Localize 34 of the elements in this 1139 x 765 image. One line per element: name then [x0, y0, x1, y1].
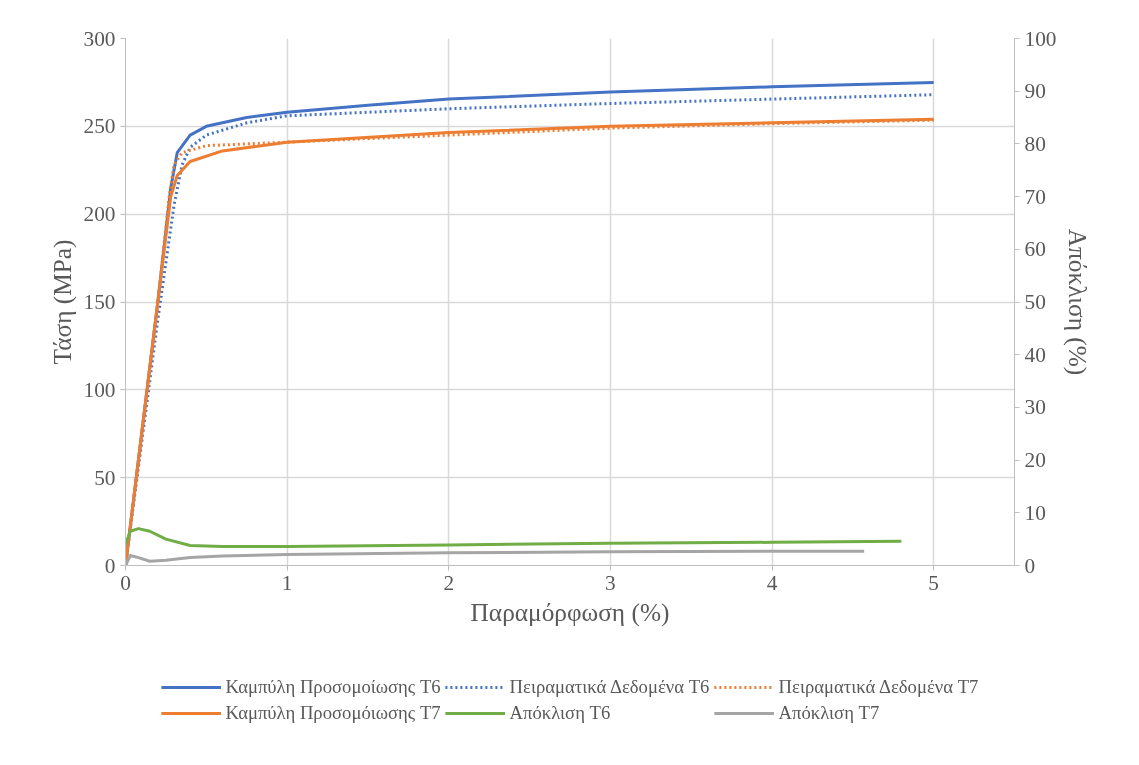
y2-tick-label: 20	[1024, 448, 1046, 473]
y-axis-title: Τάση (MPa)	[47, 239, 77, 365]
legend-label: Απόκλιση T6	[509, 702, 612, 724]
x-tick-label: 1	[281, 570, 293, 595]
legend-label: Καμπύλη Προσομοίωσης T6	[225, 676, 441, 698]
legend-label: Πειραματικά Δεδομένα T7	[778, 676, 979, 698]
y2-tick-label: 40	[1024, 342, 1046, 367]
y-tick-label: 250	[83, 114, 116, 139]
x-axis-title: Παραμόρφωση (%)	[470, 597, 670, 627]
x-tick-label: 3	[605, 570, 616, 595]
x-tick-label: 2	[443, 570, 455, 595]
y2-tick-label: 70	[1024, 184, 1046, 209]
x-tick-label: 4	[766, 570, 778, 595]
y-tick-label: 0	[104, 553, 116, 578]
legend-label: Απόκλιση T7	[778, 702, 881, 724]
y2-tick-label: 60	[1024, 237, 1046, 262]
y2-tick-label: 80	[1024, 131, 1046, 156]
legend-label: Πειραματικά Δεδομένα T6	[509, 676, 710, 698]
y-tick-label: 200	[83, 202, 116, 227]
y2-axis-title: Απόκλιση (%)	[1063, 228, 1093, 376]
legend-label: Καμπύλη Προσομόιωσης T7	[225, 702, 441, 724]
y2-tick-label: 0	[1024, 553, 1036, 578]
line-series	[125, 549, 866, 566]
y-tick-label: 50	[94, 465, 116, 490]
y2-tick-label: 100	[1024, 26, 1057, 51]
y2-tick-label: 90	[1024, 79, 1046, 104]
y2-tick-label: 30	[1024, 395, 1046, 420]
x-tick-label: 5	[928, 570, 940, 595]
y-tick-label: 150	[83, 290, 116, 314]
y-tick-label: 300	[83, 26, 116, 51]
line-series	[125, 527, 903, 549]
y2-tick-label: 50	[1024, 290, 1046, 314]
y-tick-label: 100	[83, 377, 116, 402]
y2-tick-label: 10	[1024, 500, 1046, 525]
